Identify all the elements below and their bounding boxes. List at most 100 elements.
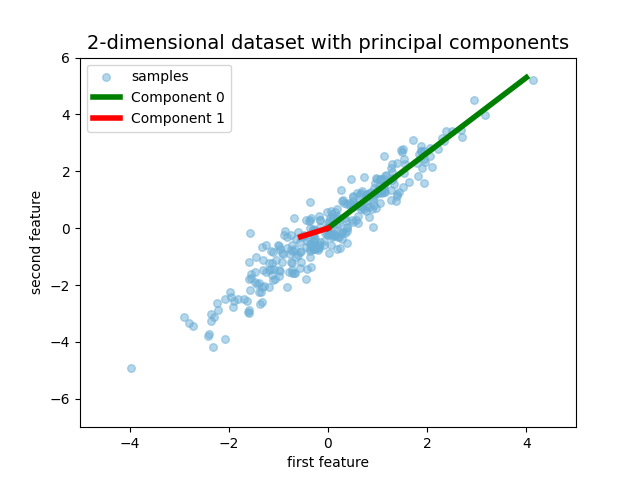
samples — [323, 223, 333, 230]
samples — [315, 216, 325, 224]
samples — [308, 225, 318, 233]
samples — [330, 208, 340, 216]
samples — [367, 205, 377, 213]
samples — [342, 200, 352, 207]
samples — [305, 245, 315, 253]
samples — [295, 249, 305, 256]
samples — [379, 186, 389, 193]
samples — [416, 147, 426, 155]
samples — [288, 248, 298, 255]
samples — [357, 204, 367, 211]
samples — [354, 198, 364, 206]
samples — [348, 203, 358, 211]
samples — [377, 189, 387, 196]
samples — [213, 306, 223, 313]
samples — [359, 205, 369, 213]
samples — [305, 224, 316, 232]
samples — [323, 229, 333, 237]
samples — [284, 268, 294, 276]
samples — [399, 169, 409, 177]
samples — [241, 297, 252, 305]
samples — [468, 96, 479, 104]
samples — [257, 283, 267, 291]
samples — [420, 158, 430, 166]
samples — [286, 246, 296, 254]
samples — [376, 176, 386, 183]
samples — [329, 232, 339, 240]
samples — [388, 180, 399, 188]
samples — [250, 268, 260, 276]
samples — [366, 188, 376, 195]
samples — [356, 205, 367, 213]
samples — [441, 128, 451, 135]
samples — [293, 251, 303, 259]
samples — [268, 276, 278, 284]
samples — [243, 309, 253, 316]
samples — [456, 127, 466, 134]
samples — [302, 237, 312, 245]
samples — [316, 223, 326, 230]
samples — [413, 173, 423, 180]
samples — [330, 231, 340, 239]
samples — [364, 204, 374, 211]
samples — [342, 239, 352, 247]
samples — [326, 233, 337, 240]
samples — [228, 303, 238, 311]
samples — [309, 228, 319, 235]
samples — [314, 241, 324, 249]
samples — [361, 207, 371, 215]
samples — [267, 271, 277, 279]
samples — [403, 178, 413, 186]
samples — [351, 216, 361, 224]
samples — [339, 199, 349, 206]
samples — [273, 241, 284, 249]
samples — [286, 231, 296, 239]
samples — [257, 298, 267, 306]
samples — [354, 203, 364, 210]
samples — [353, 212, 364, 220]
samples — [312, 244, 323, 252]
samples — [206, 310, 216, 318]
samples — [208, 343, 218, 351]
samples — [319, 229, 330, 237]
samples — [308, 242, 318, 250]
samples — [370, 180, 380, 187]
samples — [399, 156, 410, 163]
samples — [314, 213, 324, 220]
samples — [412, 159, 422, 167]
samples — [348, 193, 358, 201]
samples — [386, 165, 396, 172]
samples — [304, 217, 314, 225]
samples — [376, 186, 387, 194]
samples — [337, 229, 347, 237]
samples — [282, 234, 292, 241]
samples — [333, 233, 344, 240]
samples — [287, 266, 298, 274]
samples — [309, 235, 319, 242]
samples — [279, 231, 289, 239]
samples — [225, 288, 235, 296]
samples — [419, 155, 429, 163]
samples — [342, 228, 352, 235]
samples — [203, 332, 213, 340]
samples — [376, 187, 386, 194]
samples — [296, 258, 307, 266]
samples — [336, 186, 346, 194]
samples — [326, 241, 336, 249]
samples — [348, 197, 358, 204]
samples — [374, 199, 385, 207]
samples — [347, 216, 357, 224]
samples — [304, 234, 314, 242]
samples — [348, 201, 358, 208]
Title: 2-dimensional dataset with principal components: 2-dimensional dataset with principal com… — [87, 34, 569, 53]
samples — [300, 243, 310, 251]
samples — [244, 229, 255, 237]
samples — [274, 266, 284, 274]
samples — [332, 205, 342, 213]
samples — [258, 256, 268, 264]
samples — [253, 279, 264, 287]
samples — [388, 175, 398, 182]
samples — [341, 217, 351, 225]
samples — [291, 235, 301, 243]
samples — [346, 175, 356, 182]
